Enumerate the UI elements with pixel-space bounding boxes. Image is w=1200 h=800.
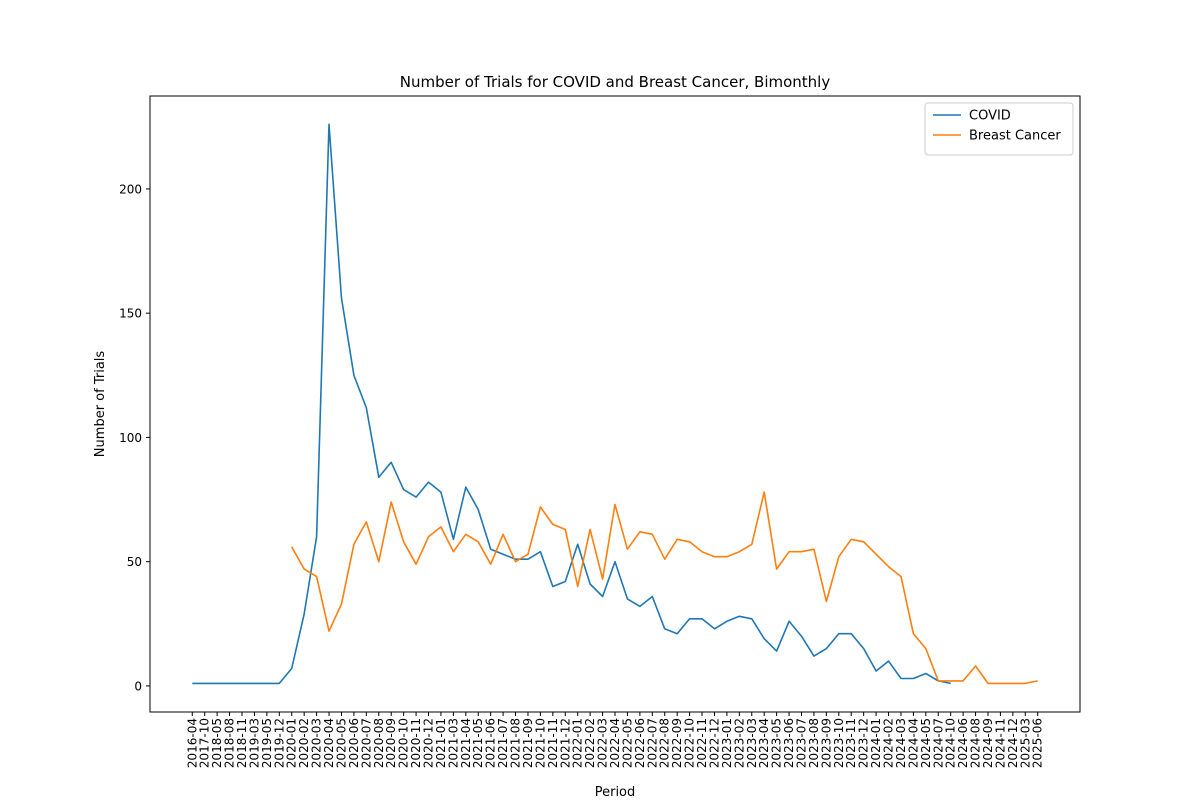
x-tick-label: 2024-04 — [906, 718, 920, 768]
x-tick-label: 2023-01 — [720, 718, 734, 768]
x-tick-label: 2024-07 — [931, 718, 945, 768]
x-tick-label: 2016-04 — [185, 718, 199, 768]
x-tick-label: 2020-05 — [334, 718, 348, 768]
y-tick-label: 100 — [119, 431, 142, 445]
legend: COVID Breast Cancer — [924, 102, 1074, 156]
x-tick-label: 2020-01 — [285, 718, 299, 768]
x-tick-label: 2022-05 — [620, 718, 634, 768]
x-tick-label: 2022-09 — [670, 718, 684, 768]
x-tick-label: 2019-05 — [260, 718, 274, 768]
x-tick-label: 2021-05 — [471, 718, 485, 768]
legend-label: Breast Cancer — [969, 129, 1061, 144]
x-tick-label: 2024-10 — [944, 718, 958, 768]
x-tick-label: 2018-11 — [235, 718, 249, 768]
x-tick-label: 2023-10 — [832, 718, 846, 768]
x-tick-label: 2020-07 — [359, 718, 373, 768]
x-tick-label: 2019-03 — [247, 718, 261, 768]
x-tick-label: 2024-08 — [969, 718, 983, 768]
x-tick-label: 2020-09 — [384, 718, 398, 768]
x-tick-label: 2022-01 — [571, 718, 585, 768]
x-tick-label: 2019-12 — [272, 718, 286, 768]
x-tick-label: 2023-07 — [794, 718, 808, 768]
x-tick-label: 2023-09 — [819, 718, 833, 768]
x-tick-label: 2020-08 — [372, 718, 386, 768]
x-tick-label: 2022-11 — [695, 718, 709, 768]
x-tick-label: 2021-11 — [546, 718, 560, 768]
x-tick-label: 2022-06 — [633, 718, 647, 768]
x-tick-label: 2024-12 — [1006, 718, 1020, 768]
x-tick-label: 2022-12 — [707, 718, 721, 768]
x-axis-label: Period — [595, 785, 636, 800]
x-tick-label: 2024-02 — [882, 718, 896, 768]
x-tick-label: 2020-02 — [297, 718, 311, 768]
x-tick-label: 2021-09 — [521, 718, 535, 768]
x-tick-label: 2021-04 — [459, 718, 473, 768]
x-tick-label: 2023-04 — [757, 718, 771, 768]
x-tick-label: 2018-05 — [210, 718, 224, 768]
y-tick-label: 0 — [134, 679, 142, 693]
x-tick-label: 2021-12 — [558, 718, 572, 768]
x-tick-label: 2020-04 — [322, 718, 336, 768]
x-tick-label: 2020-10 — [397, 718, 411, 768]
x-tick-label: 2021-01 — [434, 718, 448, 768]
x-tick-label: 2024-05 — [919, 718, 933, 768]
x-tick-label: 2021-08 — [509, 718, 523, 768]
x-tick-label: 2024-06 — [956, 718, 970, 768]
x-tick-label: 2018-08 — [223, 718, 237, 768]
x-tick-label: 2021-07 — [496, 718, 510, 768]
x-tick-label: 2023-12 — [857, 718, 871, 768]
x-tick-label: 2020-11 — [409, 718, 423, 768]
x-tick-label: 2024-01 — [869, 718, 883, 768]
x-tick-label: 2023-06 — [782, 718, 796, 768]
y-tick-label: 200 — [119, 182, 142, 196]
x-tick-label: 2024-09 — [981, 718, 995, 768]
x-tick-label: 2025-03 — [1018, 718, 1032, 768]
legend-label: COVID — [969, 109, 1011, 124]
x-tick-label: 2022-02 — [583, 718, 597, 768]
x-tick-label: 2023-08 — [807, 718, 821, 768]
x-tick-label: 2020-03 — [310, 718, 324, 768]
x-tick-label: 2024-11 — [993, 718, 1007, 768]
x-tick-label: 2020-06 — [347, 718, 361, 768]
x-tick-label: 2020-12 — [422, 718, 436, 768]
y-axis-label: Number of Trials — [93, 351, 108, 458]
x-tick-label: 2022-04 — [608, 718, 622, 768]
x-tick-label: 2025-06 — [1031, 718, 1045, 768]
x-tick-label: 2021-06 — [484, 718, 498, 768]
legend-box — [924, 102, 1074, 156]
y-tick-label: 150 — [119, 307, 142, 321]
x-tick-label: 2023-03 — [745, 718, 759, 768]
x-tick-label: 2017-10 — [198, 718, 212, 768]
x-tick-label: 2021-10 — [533, 718, 547, 768]
y-tick-label: 50 — [127, 555, 142, 569]
x-tick-label: 2022-07 — [645, 718, 659, 768]
x-tick-label: 2022-03 — [596, 718, 610, 768]
x-tick-label: 2021-03 — [446, 718, 460, 768]
x-tick-label: 2023-05 — [770, 718, 784, 768]
line-series — [192, 123, 951, 685]
x-tick-label: 2022-08 — [658, 718, 672, 768]
x-tick-label: 2024-03 — [894, 718, 908, 768]
line-series — [291, 491, 1038, 685]
chart-title: Number of Trials for COVID and Breast Ca… — [400, 73, 831, 91]
plot-frame — [149, 95, 1081, 713]
x-tick-label: 2023-11 — [844, 718, 858, 768]
x-tick-label: 2022-10 — [683, 718, 697, 768]
x-tick-label: 2023-02 — [732, 718, 746, 768]
